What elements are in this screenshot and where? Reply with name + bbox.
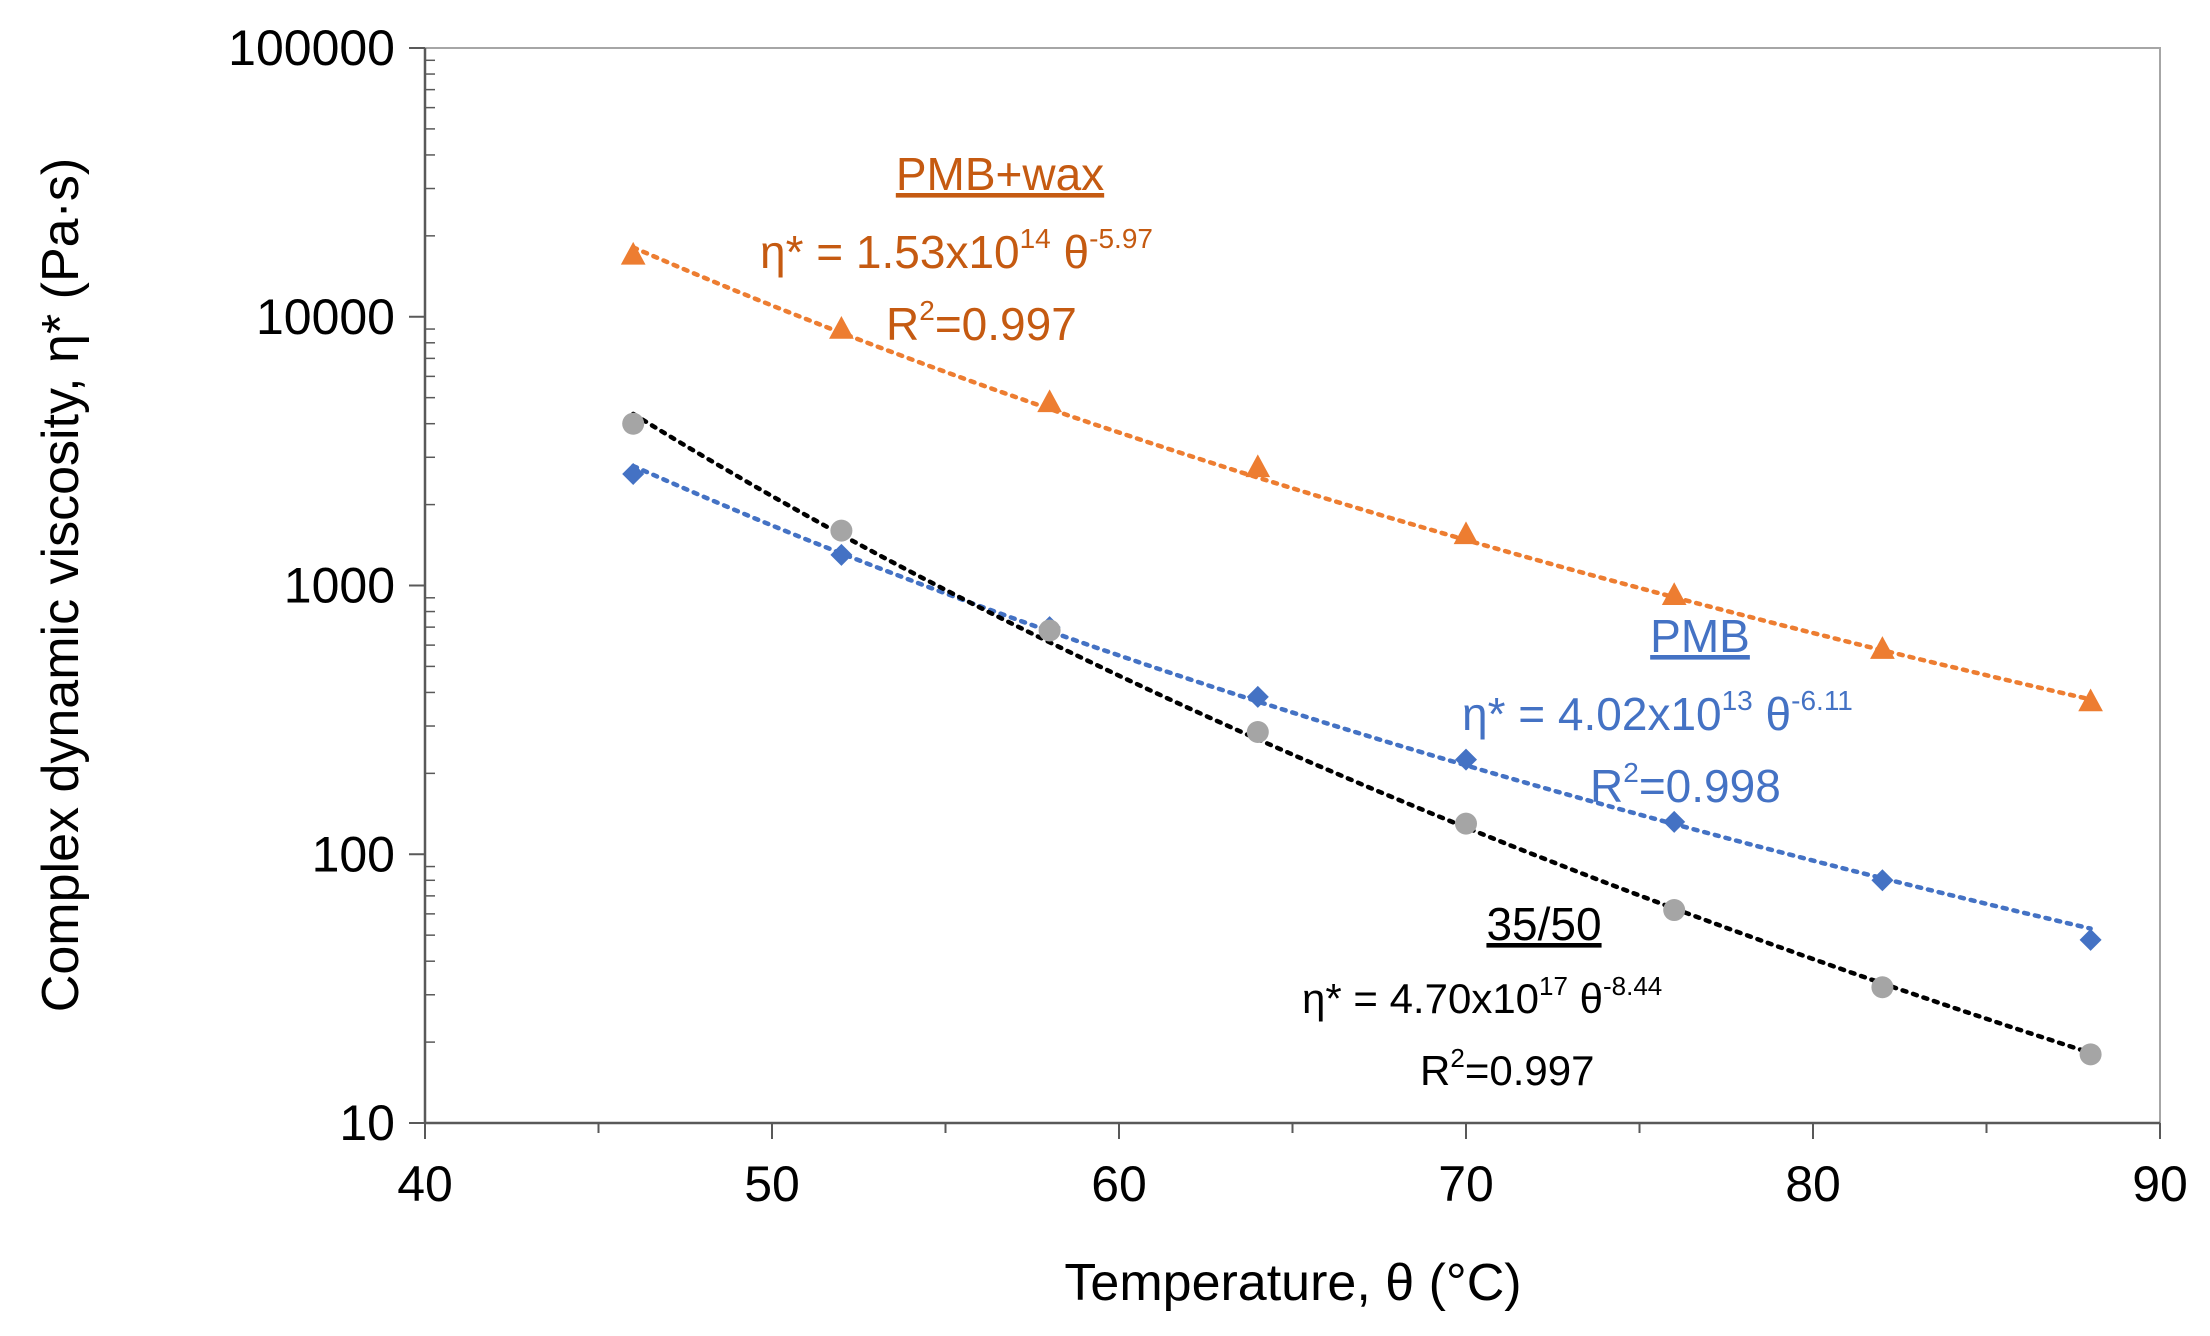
trendline-1 — [630, 463, 2093, 931]
pmb-wax-series-name: PMB+wax — [896, 148, 1104, 200]
pmb-wax-equation: η* = 1.53x1014 θ-5.97 — [760, 223, 1153, 278]
point-series-2 — [622, 412, 645, 435]
axes — [409, 47, 2161, 1139]
pmb-series-name: PMB — [1650, 610, 1750, 662]
x-tick-label: 50 — [744, 1156, 800, 1212]
point-series-0 — [1245, 454, 1271, 478]
pmb-annotation: PMB η* = 4.02x1013 θ-6.11 R2=0.998 — [1462, 610, 1853, 812]
point-series-1 — [830, 543, 853, 566]
point-series-1 — [1455, 748, 1477, 771]
point-series-2 — [1871, 976, 1894, 999]
point-series-2 — [2079, 1043, 2102, 1066]
plot-area — [424, 47, 2161, 1124]
bitumen-35-50-r-squared: R2=0.997 — [1420, 1043, 1594, 1094]
y-tick-label: 10 — [339, 1095, 395, 1151]
point-series-0 — [1037, 389, 1062, 413]
point-series-0 — [2078, 688, 2103, 712]
pmb-equation: η* = 4.02x1013 θ-6.11 — [1462, 685, 1853, 740]
bitumen-35-50-series-name: 35/50 — [1486, 898, 1601, 950]
point-series-2 — [830, 519, 853, 542]
y-tick-label: 1000 — [284, 558, 395, 614]
pmb-wax-annotation: PMB+wax η* = 1.53x1014 θ-5.97 R2=0.997 — [760, 148, 1153, 350]
point-series-2 — [1455, 812, 1477, 835]
x-tick-label: 90 — [2132, 1156, 2188, 1212]
y-tick-label: 10000 — [256, 289, 395, 345]
point-series-0 — [1453, 521, 1479, 545]
point-series-0 — [620, 241, 646, 265]
point-series-0 — [1870, 636, 1895, 659]
data-points — [620, 241, 2103, 1066]
y-tick-label: 100 — [312, 826, 395, 882]
point-series-2 — [1038, 619, 1061, 642]
bitumen-35-50-annotation: 35/50 η* = 4.70x1017 θ-8.44 R2=0.997 — [1302, 898, 1662, 1094]
point-series-2 — [1246, 721, 1269, 744]
point-series-1 — [622, 462, 645, 485]
bitumen-35-50-equation: η* = 4.70x1017 θ-8.44 — [1302, 971, 1662, 1022]
y-tick-label: 100000 — [228, 20, 395, 76]
point-series-1 — [2079, 928, 2102, 951]
trendlines — [630, 245, 2093, 1056]
x-tick-label: 80 — [1785, 1156, 1841, 1212]
trendline-2 — [630, 411, 2093, 1056]
point-series-1 — [1871, 869, 1894, 892]
x-tick-label: 70 — [1438, 1156, 1494, 1212]
y-axis-label: Complex dynamic viscosity, η* (Pa·s) — [32, 158, 90, 1012]
point-series-0 — [1661, 582, 1687, 605]
x-axis-label: Temperature, θ (°C) — [1064, 1254, 1521, 1312]
x-tick-label: 40 — [397, 1156, 453, 1212]
pmb-r-squared: R2=0.998 — [1590, 757, 1781, 812]
point-series-0 — [829, 316, 854, 339]
point-series-1 — [1663, 810, 1686, 833]
x-tick-label: 60 — [1091, 1156, 1147, 1212]
tick-labels: 40 50 60 70 80 90 10 100 1000 10000 100000 — [228, 20, 2188, 1212]
trendline-0 — [630, 245, 2093, 702]
point-series-1 — [1246, 685, 1269, 708]
point-series-2 — [1663, 899, 1686, 922]
pmb-wax-r-squared: R2=0.997 — [886, 295, 1077, 350]
